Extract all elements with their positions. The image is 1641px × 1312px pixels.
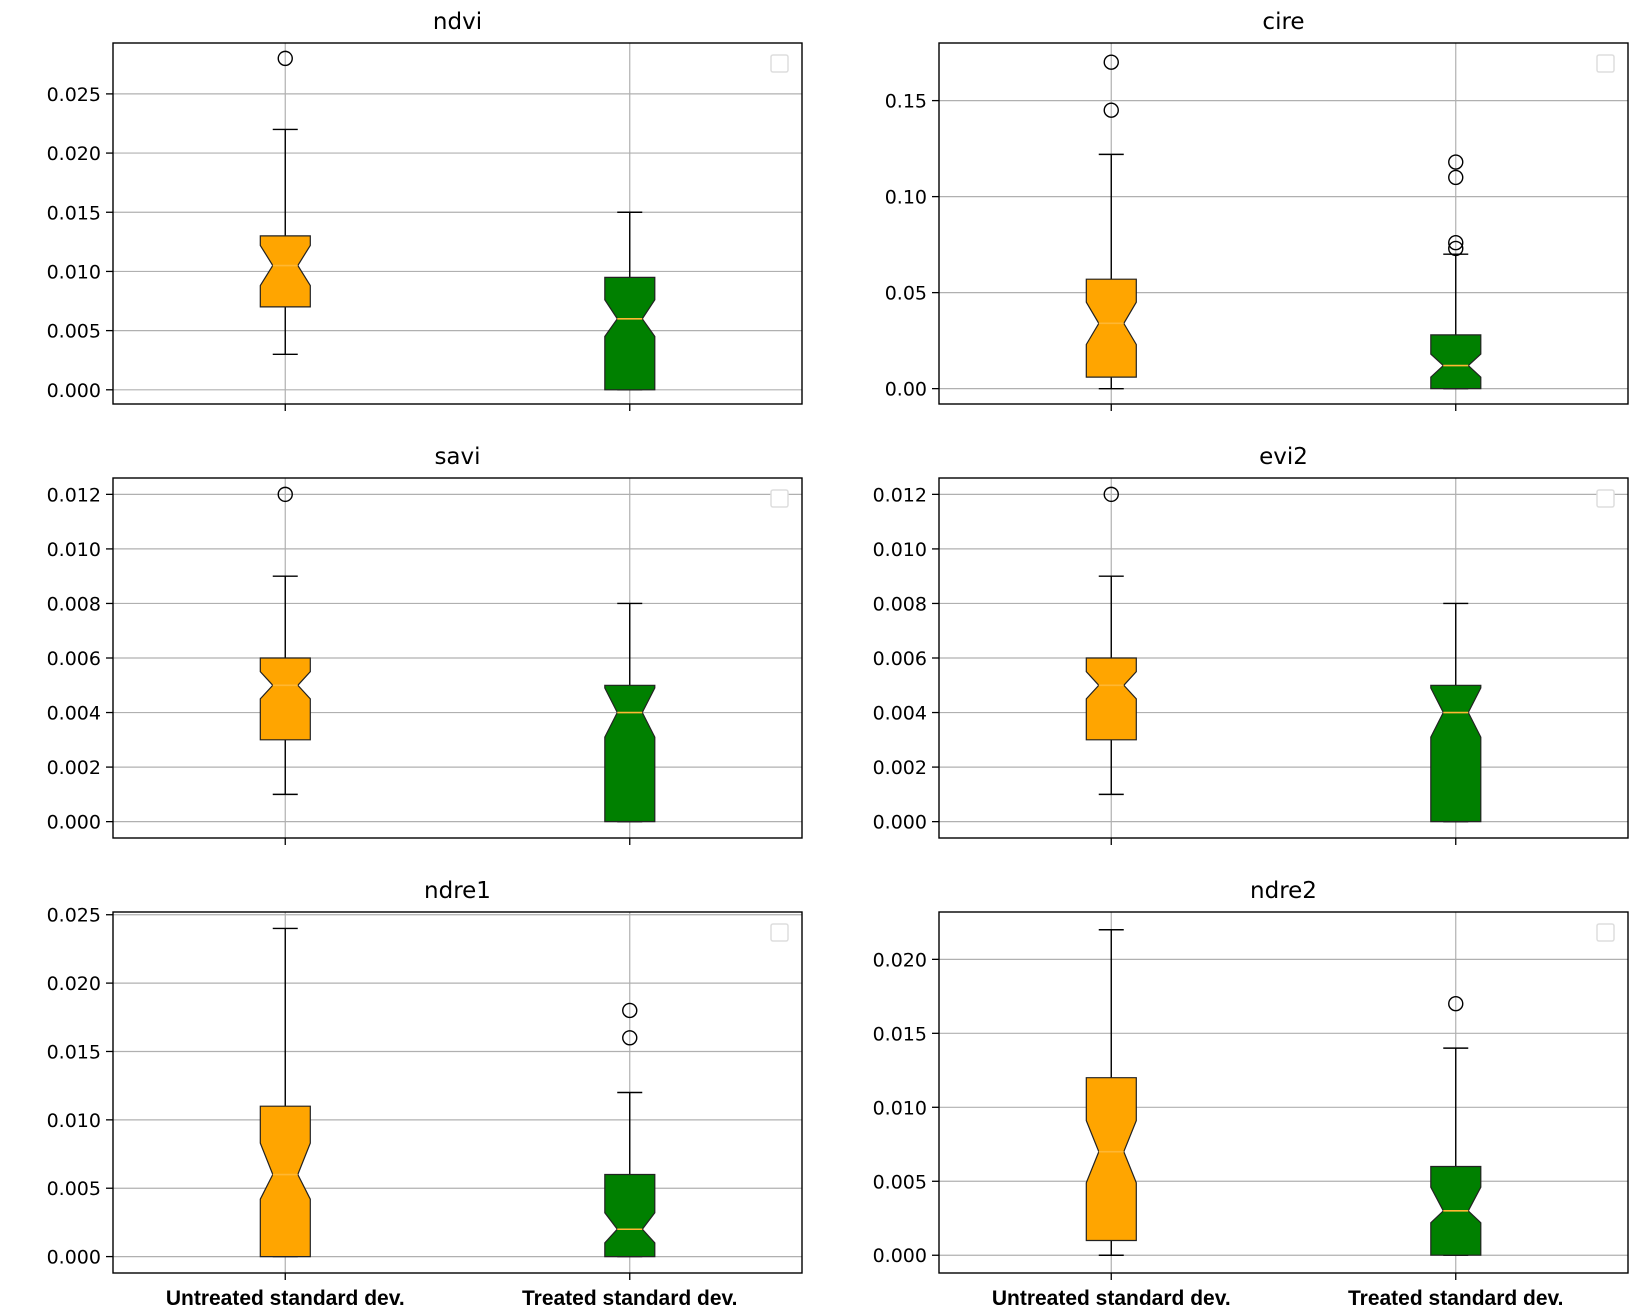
y-tick-label: 0.10 [885,187,927,209]
legend-box [1596,923,1615,942]
y-tick-label: 0.006 [47,648,101,670]
box-body [259,235,311,308]
outlier-point [1448,154,1464,170]
y-tick-label: 0.010 [47,261,101,283]
y-tick-label: 0.010 [47,1110,101,1132]
panel-evi2: 0.000 0.002 0.004 0.006 0.008 0.010 0.012 evi2 [873,444,1629,845]
box-untreated [259,50,311,355]
box-treated [1430,996,1482,1256]
box-body [604,1173,656,1258]
y-tick-label: 0.005 [47,1178,101,1200]
box-treated [604,1002,656,1258]
x-tick-label: Treated standard dev. [1348,1287,1564,1310]
y-tick-label: 0.005 [47,321,101,343]
y-tick-label: 0.015 [47,1041,101,1063]
axes-frame [112,911,803,1274]
y-tick-label: 0.012 [873,484,927,506]
panel-title: ndvi [433,9,482,35]
y-tick-label: 0.000 [47,812,101,834]
legend-box [770,54,789,73]
y-tick-label: 0.025 [47,905,101,927]
panel-ndre2: 0.000 0.005 0.010 0.015 0.020 Untreated stand… [873,878,1629,1310]
box-treated [1430,154,1482,390]
box-untreated [1085,929,1137,1256]
y-tick-label: 0.015 [47,202,101,224]
y-tick-label: 0.012 [47,484,101,506]
y-tick-label: 0.025 [47,84,101,106]
y-tick-label: 0.000 [873,1245,927,1267]
y-tick-label: 0.008 [873,593,927,615]
axes-frame [938,42,1629,405]
x-tick-label: Untreated standard dev. [166,1287,405,1310]
box-body [604,684,656,823]
y-tick-label: 0.000 [47,1247,101,1269]
y-tick-label: 0.000 [47,380,101,402]
box-treated [1430,602,1482,823]
legend-box [1596,489,1615,508]
y-tick-label: 0.002 [873,757,927,779]
y-tick-label: 0.008 [47,593,101,615]
box-body [604,276,656,391]
legend-box [770,489,789,508]
outlier-point [1103,486,1119,503]
legend-box [770,923,789,942]
outlier-point [1448,235,1464,251]
y-tick-label: 0.010 [873,539,927,561]
y-tick-label: 0.010 [47,539,101,561]
axes-frame [938,911,1629,1274]
panel-savi: 0.000 0.002 0.004 0.006 0.008 0.010 0.012 savi [47,444,803,845]
y-tick-label: 0.010 [873,1097,927,1119]
outlier-point [1103,54,1119,70]
box-body [1085,657,1137,741]
y-tick-label: 0.15 [885,91,927,113]
panel-ndre1: 0.000 0.005 0.010 0.015 0.020 0.025 Untreated … [47,878,803,1310]
panel-title: ndre1 [424,878,491,904]
y-tick-label: 0.015 [873,1023,927,1045]
box-body [259,1105,311,1258]
legend-box [1596,54,1615,73]
box-body [259,657,311,741]
outlier-point [277,50,293,67]
panel-title: savi [434,444,480,470]
y-tick-label: 0.000 [873,812,927,834]
box-body [1085,1077,1137,1242]
box-treated [604,211,656,391]
outlier-point [622,1030,638,1046]
y-tick-label: 0.004 [873,703,927,725]
panel-ndvi: 0.000 0.005 0.010 0.015 0.020 0.025 ndvi [47,9,803,411]
box-body [1085,278,1137,378]
box-untreated [1085,486,1137,796]
y-tick-label: 0.00 [885,379,927,401]
outlier-point [1448,240,1464,257]
outlier-point [1103,102,1119,118]
y-tick-label: 0.020 [873,949,927,971]
axes-frame [938,477,1629,839]
x-tick-label: Untreated standard dev. [992,1287,1231,1310]
outlier-point [1448,169,1464,186]
box-body [1430,684,1482,823]
outlier-point [277,486,293,503]
outlier-point [622,1002,638,1019]
panel-title: cire [1262,9,1304,35]
panel-cire: 0.00 0.05 0.10 0.15 cire [885,9,1629,411]
y-tick-label: 0.020 [47,973,101,995]
y-tick-label: 0.05 [885,283,927,305]
box-body [1430,334,1482,390]
y-tick-label: 0.002 [47,757,101,779]
axes-frame [112,477,803,839]
x-tick-label: Treated standard dev. [522,1287,738,1310]
box-treated [604,602,656,823]
box-untreated [259,927,311,1258]
outlier-point [1448,996,1464,1012]
box-untreated [259,486,311,796]
axes-frame [112,42,803,405]
box-untreated [1085,54,1137,390]
panel-title: ndre2 [1250,878,1317,904]
y-tick-label: 0.004 [47,703,101,725]
panel-title: evi2 [1259,444,1308,470]
y-tick-label: 0.005 [873,1171,927,1193]
y-tick-label: 0.006 [873,648,927,670]
y-tick-label: 0.020 [47,143,101,165]
